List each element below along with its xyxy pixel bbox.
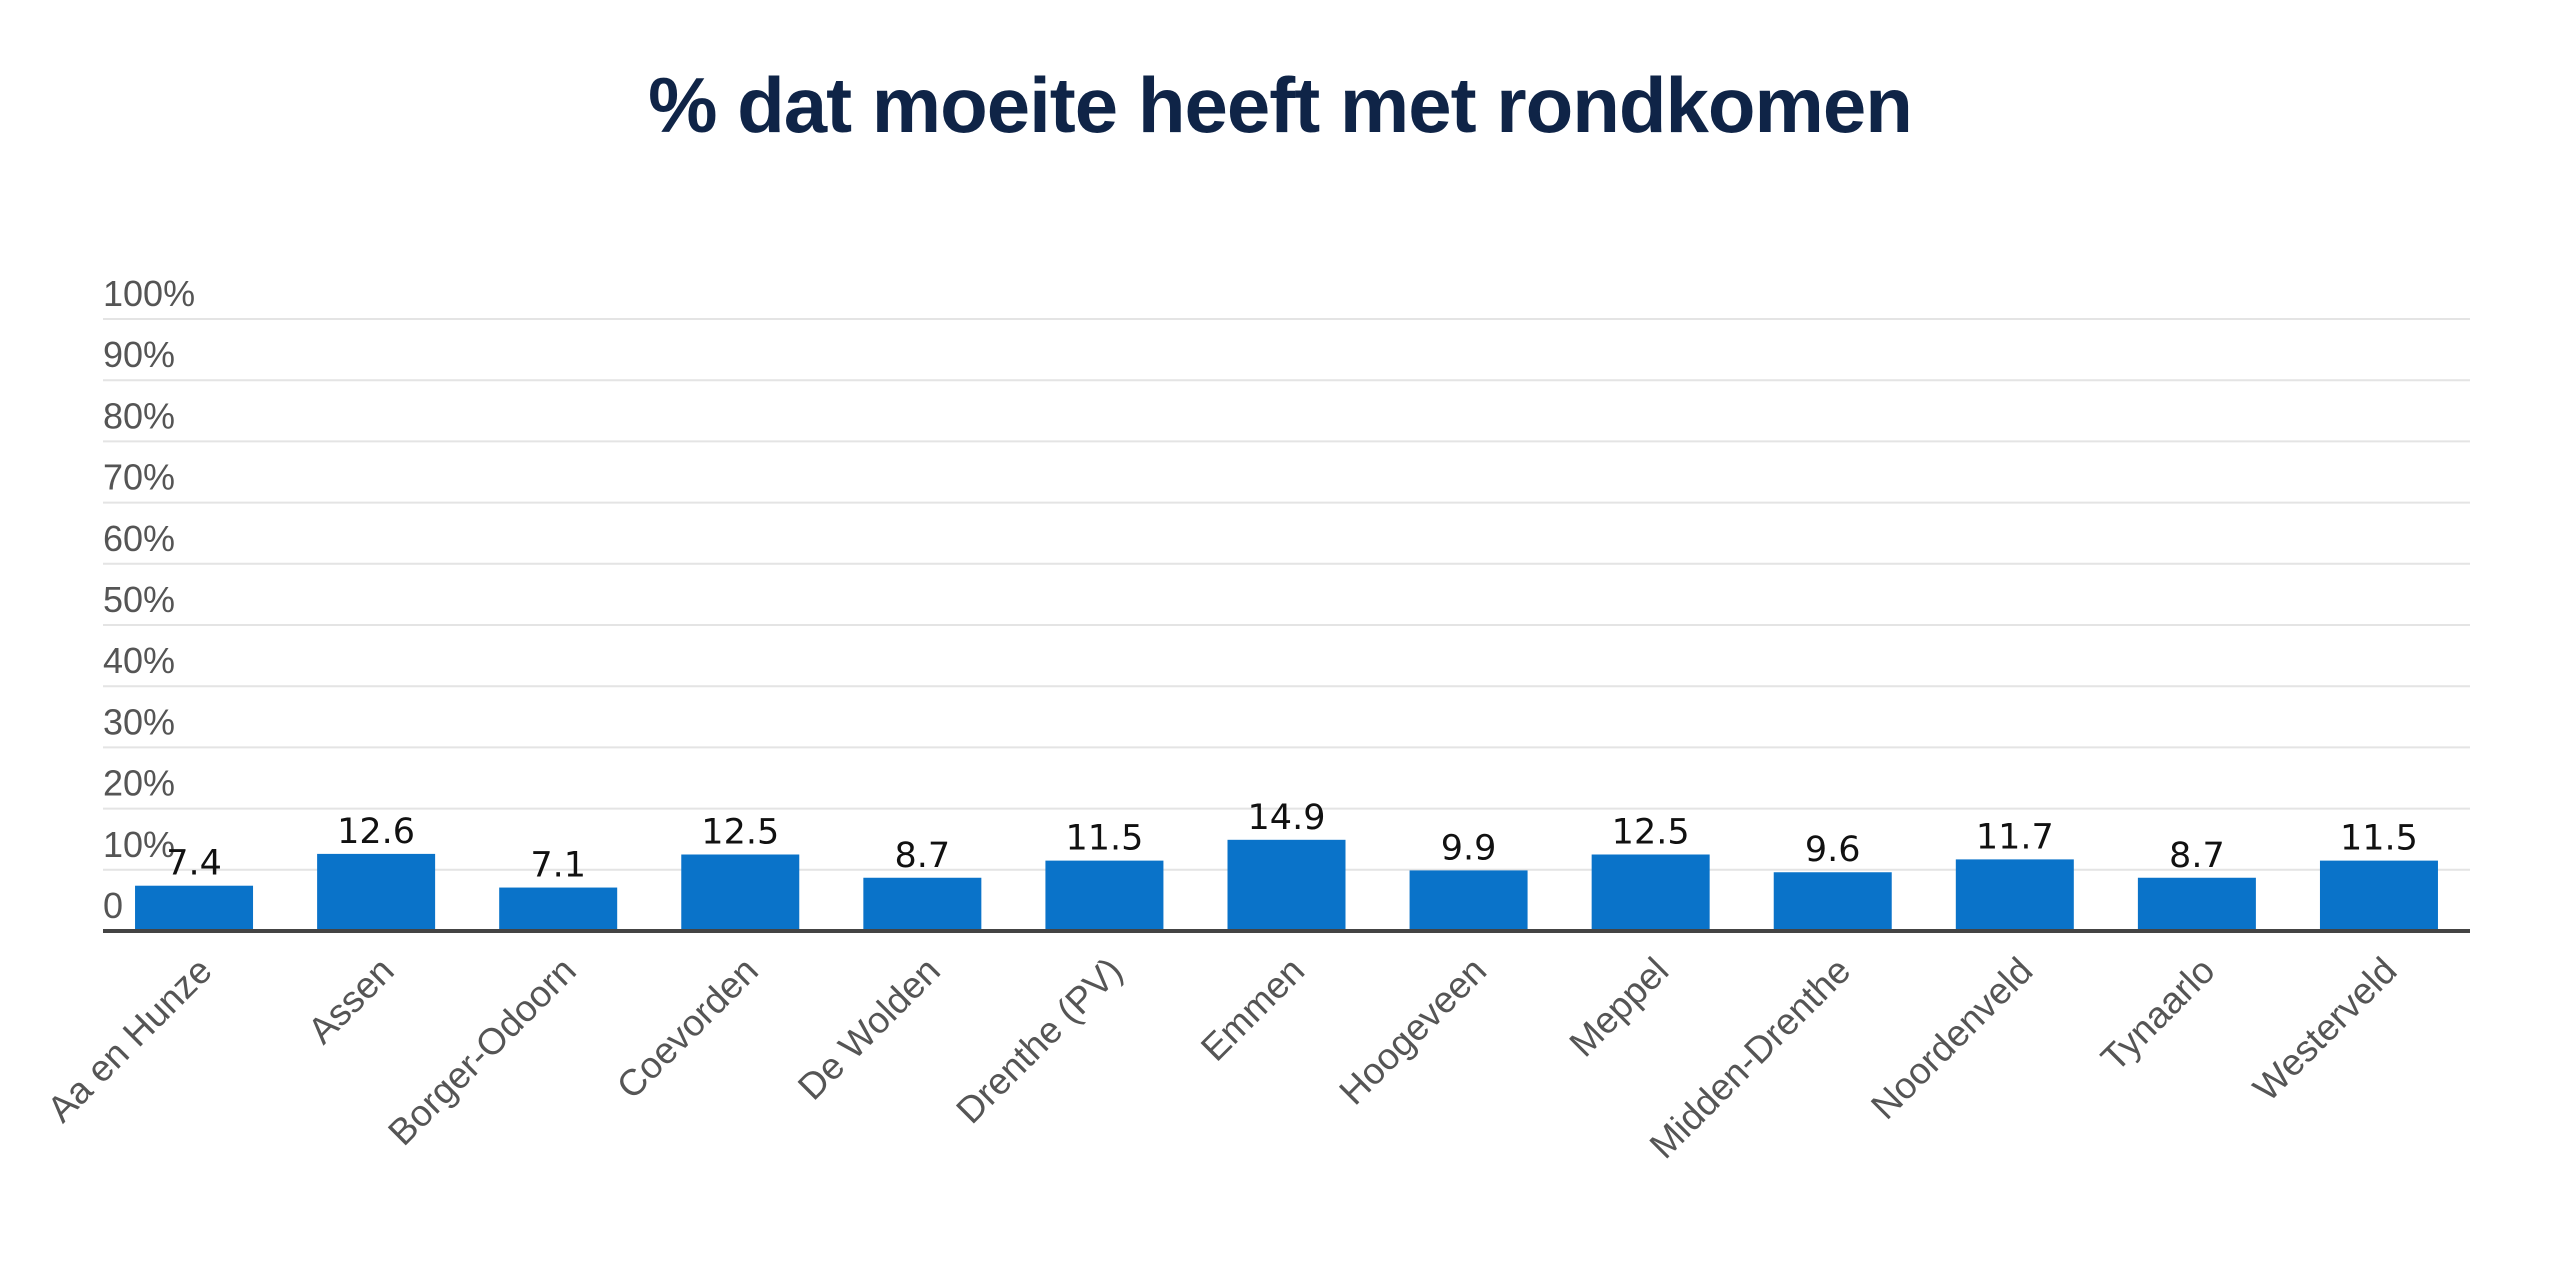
y-tick-label: 0 xyxy=(103,885,123,926)
data-label: 12.5 xyxy=(701,813,779,853)
bar xyxy=(1591,854,1710,931)
x-tick-label: Meppel xyxy=(1562,950,1677,1065)
data-label: 14.9 xyxy=(1248,798,1326,838)
data-label: 11.7 xyxy=(1976,817,2054,857)
bar xyxy=(135,885,254,931)
y-tick-label: 10% xyxy=(103,824,175,865)
data-label: 8.7 xyxy=(2169,836,2225,876)
data-label: 12.5 xyxy=(1612,813,1690,853)
x-tick-label: Coevorden xyxy=(609,950,766,1107)
bar xyxy=(317,853,436,931)
y-tick-label: 90% xyxy=(103,334,175,375)
bar xyxy=(1045,860,1164,931)
data-label: 9.9 xyxy=(1441,828,1497,868)
x-tick-label: Assen xyxy=(300,950,402,1052)
bar xyxy=(2319,860,2438,931)
x-tick-label: Drenthe (PV) xyxy=(948,950,1130,1132)
x-tick-label: Emmen xyxy=(1193,950,1312,1069)
x-tick-label: Westerveld xyxy=(2245,950,2404,1109)
y-tick-label: 50% xyxy=(103,579,175,620)
data-label: 7.4 xyxy=(166,844,222,884)
bar xyxy=(2137,877,2256,931)
y-tick-label: 70% xyxy=(103,457,175,498)
bar xyxy=(499,887,618,931)
data-label: 11.5 xyxy=(1065,819,1143,859)
bar xyxy=(1955,859,2074,931)
bar xyxy=(1227,839,1346,931)
data-label: 12.6 xyxy=(337,812,415,852)
data-label: 11.5 xyxy=(2340,819,2418,859)
x-tick-label: Midden-Drenthe xyxy=(1642,950,1859,1167)
y-tick-label: 60% xyxy=(103,518,175,559)
x-tick-label: De Wolden xyxy=(790,950,948,1108)
y-tick-label: 100% xyxy=(103,273,195,314)
x-tick-label: Noordenveld xyxy=(1863,950,2040,1127)
y-tick-label: 80% xyxy=(103,395,175,436)
bar xyxy=(1409,870,1528,931)
data-label: 7.1 xyxy=(530,846,586,886)
x-tick-label: Tynaarlo xyxy=(2093,950,2222,1079)
x-tick-label: Aa en Hunze xyxy=(39,950,219,1130)
bar xyxy=(1773,872,1892,931)
y-tick-label: 30% xyxy=(103,701,175,742)
bar xyxy=(863,877,982,931)
data-label: 9.6 xyxy=(1805,830,1861,870)
data-label: 8.7 xyxy=(895,836,951,876)
x-tick-label: Hoogeveen xyxy=(1331,950,1494,1113)
x-tick-label: Borger-Odoorn xyxy=(380,950,584,1154)
y-tick-label: 20% xyxy=(103,763,175,804)
chart-title: % dat moeite heeft met rondkomen xyxy=(648,61,1913,149)
bar xyxy=(681,854,800,931)
y-tick-label: 40% xyxy=(103,640,175,681)
